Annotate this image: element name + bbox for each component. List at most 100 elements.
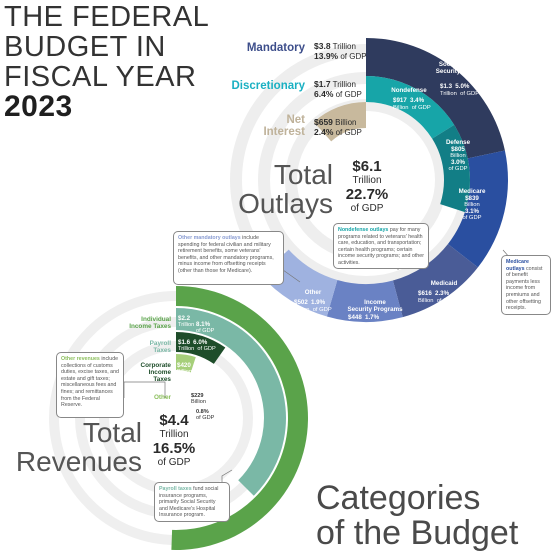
ring-medicare (447, 150, 509, 268)
legend-discretionary-value: $1.7 Trillion 6.4% of GDP (314, 79, 362, 99)
page-title: THE FEDERAL BUDGET IN FISCAL YEAR 2023 (4, 2, 209, 122)
nondefense-gdp-label: of GDP (411, 104, 431, 111)
callout-nondefense-text: pay for many programs related to veteran… (338, 227, 424, 266)
other-outlays-gdp-label: of GDP (312, 306, 332, 313)
segment-nondefense-values: $917 3.4% Billion of GDP (393, 97, 433, 111)
payroll-amount: $1.6 (178, 339, 191, 346)
legend-mandatory-unit: Trillion (332, 42, 356, 51)
revenue-payroll-label: Payroll Taxes (150, 340, 171, 354)
corporate-gdp: 1.6% (193, 362, 208, 369)
corporate-label-line3: Taxes (153, 376, 171, 383)
medicaid-gdp: 2.3% (435, 290, 450, 297)
ring-corporate (176, 332, 226, 364)
income-security-unit: Billion (348, 321, 364, 328)
title-year: 2023 (4, 90, 73, 123)
segment-medicaid-values: $616 2.3% Billion of GDP (418, 290, 462, 304)
social-security-name2: Security (435, 67, 461, 75)
individual-amount: $2.2 (178, 315, 191, 322)
payroll-label-line2: Taxes (153, 347, 171, 354)
categories-title-line2: of the Budget (316, 514, 519, 552)
social-security-unit: Trillion (440, 90, 457, 97)
ring-other-revenue (176, 354, 196, 373)
legend-discretionary-gdp-label: of GDP (335, 89, 362, 99)
revenue-individual-label: Individual Income Taxes (129, 316, 171, 330)
other-revenue-unit: Billion (191, 399, 206, 406)
callout-payroll-title: Payroll taxes (159, 486, 192, 492)
revenues-total-unit: Trillion (159, 429, 189, 440)
income-security-name2: Security Programs (347, 305, 403, 313)
ring-income-security (326, 279, 403, 323)
other-outlays-amount: $502 (294, 299, 308, 306)
callout-other-mandatory-text: include spending for federal civilian an… (178, 235, 274, 274)
medicare-gdp: 3.1% (464, 207, 480, 215)
callout-other-revenues: Other revenues include collections of cu… (56, 352, 124, 418)
outlays-total-gdp: 22.7% (345, 186, 389, 203)
callout-payroll-text: fund social insurance programs, primaril… (159, 486, 219, 519)
callout-payroll: Payroll taxes fund social insurance prog… (154, 482, 230, 522)
callout-other-mandatory-title: Other mandatory outlays (178, 235, 241, 241)
segment-other-outlays-values: $502 1.9% Billion of GDP (294, 299, 340, 313)
legend-net-interest-value: $659 Billion 2.4% of GDP (314, 117, 362, 137)
payroll-gdp-label: of GDP (197, 346, 216, 353)
payroll-unit: Trillion (178, 346, 195, 353)
legend-discretionary-gdp: 6.4% (314, 88, 334, 99)
individual-label-line2: Income Taxes (129, 323, 171, 330)
individual-label-line1: Individual (141, 316, 171, 323)
outlays-total-amount: $6.1 (352, 158, 382, 175)
segment-social-security-values: $1.3 5.0% Trillion of GDP (440, 83, 500, 97)
defense-gdp-label: of GDP (448, 166, 468, 173)
income-security-amount: $448 (348, 314, 362, 321)
revenues-total-gdp: 16.5% (152, 440, 196, 457)
legend-net-interest-amount: $659 (314, 117, 333, 127)
ring-medicaid (392, 244, 478, 318)
other-revenue-label: Other (153, 394, 171, 401)
legend-mandatory-amount: $3.8 (314, 41, 331, 51)
defense-name: Defense (445, 139, 471, 146)
callout-other-revenues-text: include collections of customs duties, e… (61, 356, 120, 409)
legend-discretionary-amount: $1.7 (314, 79, 331, 89)
medicaid-unit: Billion (418, 297, 434, 304)
ring-nondefense (366, 76, 455, 139)
segment-income-security: Income Security Programs (344, 299, 406, 313)
medicaid-amount: $616 (418, 290, 432, 297)
income-security-gdp: 1.7% (365, 314, 380, 321)
revenue-individual-gdp: 8.1% of GDP (196, 321, 226, 334)
segment-medicare: Medicare $839 Billion 3.1% of GDP (452, 188, 492, 222)
medicare-unit: Billion (464, 202, 480, 209)
categories-title-line1: Categories (316, 479, 481, 517)
outlays-label-line1: Total (273, 159, 333, 190)
legend-discretionary-label: Discretionary (231, 80, 305, 92)
payroll-label-line1: Payroll (149, 340, 171, 347)
segment-income-security-values: $448 1.7% Billion of GDP (348, 314, 398, 328)
legend-net-interest-line1: Net (286, 114, 305, 126)
revenue-other-gdp: 0.8% of GDP (196, 409, 226, 421)
revenues-label-line1: Total (82, 417, 142, 448)
other-revenue-gdp-label: of GDP (196, 415, 215, 422)
other-revenue-gdp: 0.8% (196, 409, 209, 415)
medicare-gdp-label: of GDP (462, 215, 482, 222)
defense-unit: Billion (450, 153, 466, 160)
callout-other-revenues-title: Other revenues (61, 356, 100, 362)
callout-nondefense: Nondefense outlays pay for many programs… (333, 223, 429, 269)
legend-mandatory-label: Mandatory (246, 42, 305, 54)
individual-gdp: 8.1% (196, 321, 211, 328)
legend-net-interest-line2: Interest (263, 126, 305, 138)
outlays-total-unit: Trillion (352, 175, 382, 186)
corporate-label-line2: Income (148, 369, 171, 376)
segment-medicaid: Medicaid (424, 280, 464, 288)
revenues-total-amount: $4.4 (159, 412, 189, 429)
medicare-name: Medicare (458, 188, 486, 195)
social-security-gdp: 5.0% (455, 83, 470, 90)
segment-other-outlays: Other (298, 289, 328, 297)
outlays-label-line2: Outlays (238, 188, 333, 219)
individual-unit: Trillion (178, 322, 195, 329)
ring-payroll (176, 308, 287, 496)
revenue-other-values: $229 Billion (191, 393, 221, 405)
callout-nondefense-title: Nondefense outlays (338, 227, 389, 233)
legend-mandatory-gdp-label: of GDP (340, 51, 367, 61)
outlays-total: $6.1 Trillion 22.7% of GDP (342, 158, 392, 216)
legend-net-interest-unit: Billion (335, 118, 357, 127)
nondefense-unit: Billion (393, 104, 409, 111)
callout-medicare-text: consist of benefit payments less income … (506, 265, 543, 312)
segment-nondefense: Nondefense (384, 87, 434, 95)
